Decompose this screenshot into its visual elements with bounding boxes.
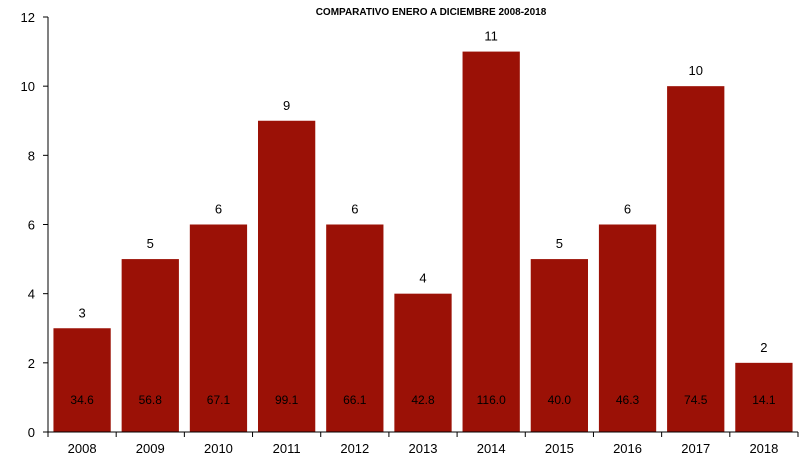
inner-label-2017: 74.5 (684, 393, 708, 407)
x-tick-label-2016: 2016 (613, 441, 642, 456)
bar-2012 (326, 224, 384, 432)
inner-label-2014: 116.0 (477, 393, 506, 407)
inner-label-2016: 46.3 (616, 393, 640, 407)
inner-label-2010: 67.1 (207, 393, 231, 407)
y-tick-label-12: 12 (21, 10, 35, 25)
inner-label-2015: 40.0 (548, 393, 572, 407)
bar-2008 (53, 328, 111, 432)
x-tick-label-2011: 2011 (273, 441, 301, 456)
value-label-2008: 3 (78, 305, 85, 320)
y-tick-label-4: 4 (28, 287, 35, 302)
x-tick-label-2015: 2015 (545, 441, 574, 456)
chart-title: COMPARATIVO ENERO A DICIEMBRE 2008-2018 (316, 7, 547, 18)
bar-2009 (121, 259, 179, 432)
inner-label-2008: 34.6 (70, 393, 94, 407)
value-label-2013: 4 (419, 271, 426, 286)
value-label-2009: 5 (147, 236, 154, 251)
x-tick-label-2018: 2018 (749, 441, 778, 456)
value-label-2010: 6 (215, 202, 222, 217)
y-tick-label-8: 8 (28, 148, 35, 163)
inner-label-2009: 56.8 (139, 393, 163, 407)
bar-2014 (462, 51, 520, 432)
inner-label-2013: 42.8 (411, 393, 435, 407)
inner-label-2011: 99.1 (275, 393, 299, 407)
inner-label-2012: 66.1 (343, 393, 367, 407)
x-tick-label-2010: 2010 (204, 441, 233, 456)
x-tick-label-2013: 2013 (409, 441, 438, 456)
y-tick-label-10: 10 (21, 79, 35, 94)
x-tick-label-2008: 2008 (68, 441, 97, 456)
value-label-2012: 6 (351, 202, 358, 217)
value-label-2017: 10 (688, 63, 702, 78)
bar-2010 (189, 224, 248, 432)
x-tick-label-2009: 2009 (136, 441, 165, 456)
bar-2011 (258, 120, 316, 432)
bar-2018 (735, 362, 793, 432)
axes-group: 2008 2009 2010 2011 2012 2013 2014 2015 2016 2017… (21, 10, 799, 456)
bar-2013 (394, 293, 452, 432)
bar-2017 (667, 86, 725, 433)
value-label-2011: 9 (283, 98, 290, 113)
value-label-2016: 6 (624, 202, 631, 217)
x-tick-label-2012: 2012 (340, 441, 369, 456)
y-tick-label-2: 2 (28, 356, 35, 371)
inner-label-2018: 14.1 (752, 393, 776, 407)
x-tick-label-2017: 2017 (681, 441, 710, 456)
y-tick-label-6: 6 (28, 218, 35, 233)
x-tick-label-2014: 2014 (477, 441, 506, 456)
bar-2015 (530, 259, 588, 432)
bars-group: 3 34.6 5 56.8 6 67.1 9 99.1 6 66.1 4 42.8 11 116.0 5 40… (53, 29, 793, 433)
bar-2016 (598, 224, 657, 432)
value-label-2018: 2 (760, 340, 767, 355)
value-label-2015: 5 (556, 236, 563, 251)
y-tick-label-0: 0 (28, 425, 35, 440)
value-label-2014: 11 (484, 29, 498, 44)
